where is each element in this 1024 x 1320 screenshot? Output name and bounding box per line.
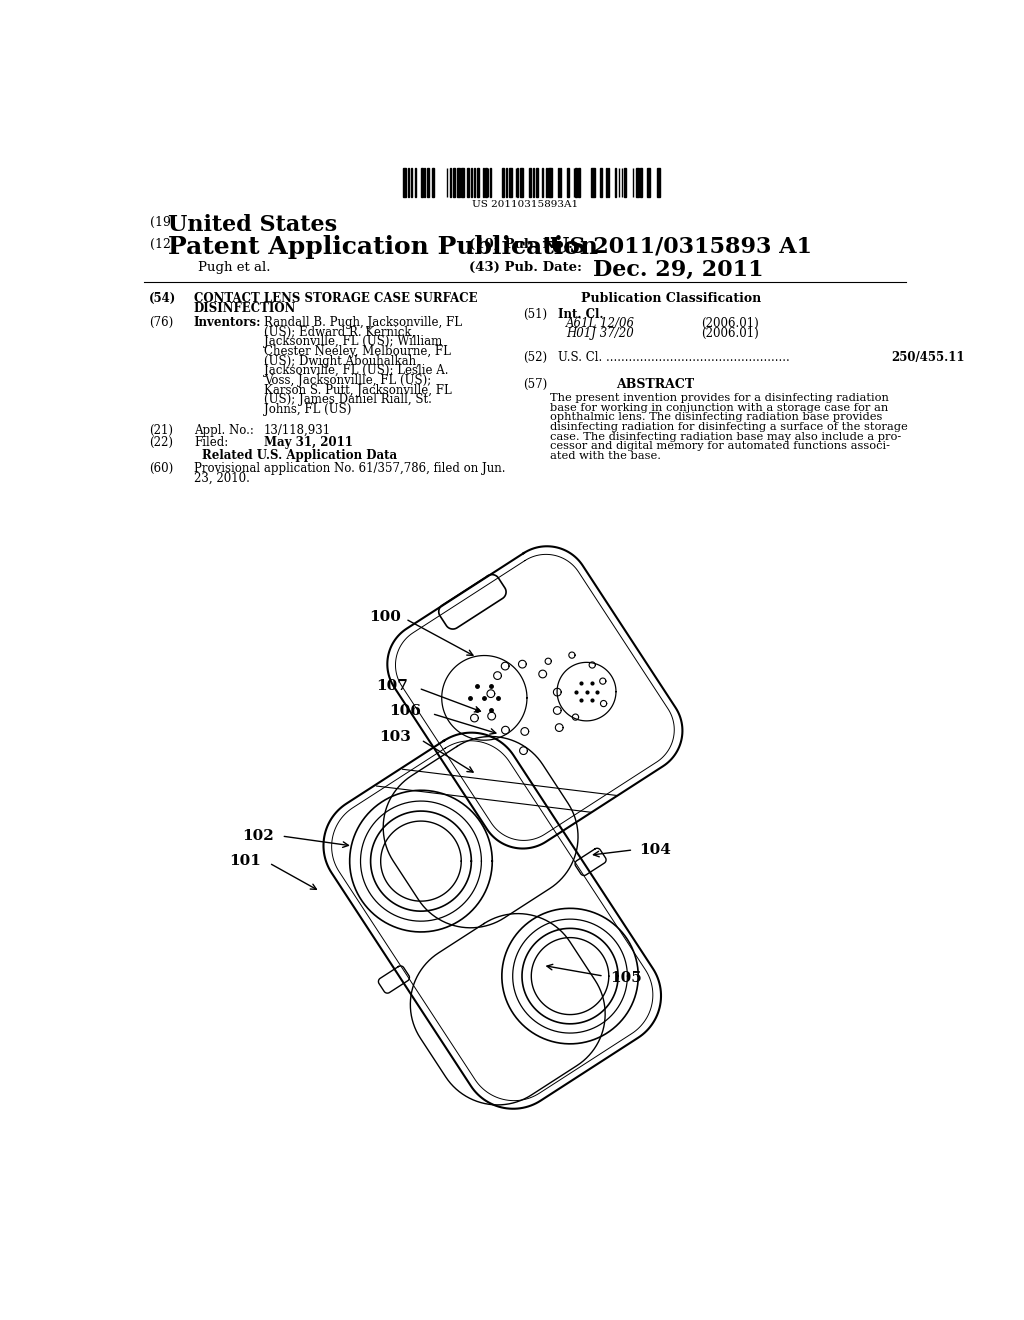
Text: 13/118,931: 13/118,931 (263, 424, 331, 437)
Text: U.S. Cl. .................................................: U.S. Cl. ...............................… (558, 351, 790, 364)
Text: ophthalmic lens. The disinfecting radiation base provides: ophthalmic lens. The disinfecting radiat… (550, 412, 883, 422)
Bar (461, 168, 464, 197)
Bar (647, 168, 649, 197)
Bar (550, 168, 552, 197)
Text: (51): (51) (523, 308, 548, 321)
Text: (60): (60) (148, 462, 173, 475)
Text: (22): (22) (148, 436, 173, 449)
Bar (489, 168, 492, 197)
Text: CONTACT LENS STORAGE CASE SURFACE: CONTACT LENS STORAGE CASE SURFACE (194, 293, 477, 305)
Bar (614, 168, 616, 197)
Text: case. The disinfecting radiation base may also include a pro-: case. The disinfecting radiation base ma… (550, 432, 901, 442)
Text: (2006.01): (2006.01) (701, 317, 759, 330)
Bar (636, 168, 639, 197)
Text: Randall B. Pugh, Jacksonville, FL: Randall B. Pugh, Jacksonville, FL (263, 317, 462, 329)
Text: 102: 102 (242, 829, 273, 843)
Bar (450, 168, 452, 197)
Bar (458, 168, 461, 197)
Bar (520, 168, 523, 197)
Text: (US); James Daniel Riall, St.: (US); James Daniel Riall, St. (263, 393, 431, 407)
Text: Publication Classification: Publication Classification (582, 293, 762, 305)
Bar (575, 168, 577, 197)
Text: 103: 103 (379, 730, 411, 744)
Text: Johns, FL (US): Johns, FL (US) (263, 403, 351, 416)
Text: (10) Pub. No.:: (10) Pub. No.: (469, 238, 573, 251)
Bar (421, 168, 423, 197)
Text: May 31, 2011: May 31, 2011 (263, 436, 352, 449)
Text: Int. Cl.: Int. Cl. (558, 308, 603, 321)
Text: base for working in conjunction with a storage case for an: base for working in conjunction with a s… (550, 403, 889, 413)
Bar (624, 168, 626, 197)
Text: (76): (76) (148, 317, 173, 329)
Text: ABSTRACT: ABSTRACT (616, 378, 694, 391)
Text: Dec. 29, 2011: Dec. 29, 2011 (593, 259, 764, 281)
Text: (43) Pub. Date:: (43) Pub. Date: (469, 261, 582, 273)
Text: Inventors:: Inventors: (194, 317, 261, 329)
Bar (640, 168, 642, 197)
Bar (411, 168, 413, 197)
Text: 250/455.11: 250/455.11 (891, 351, 965, 364)
Text: (12): (12) (150, 238, 175, 251)
Text: Karson S. Putt, Jacksonville, FL: Karson S. Putt, Jacksonville, FL (263, 384, 452, 396)
Text: Chester Neeley, Melbourne, FL: Chester Neeley, Melbourne, FL (263, 345, 451, 358)
Text: 104: 104 (640, 843, 672, 857)
Text: Jacksonville, FL (US); Leslie A.: Jacksonville, FL (US); Leslie A. (263, 364, 449, 378)
Text: 107: 107 (377, 678, 409, 693)
Text: Appl. No.:: Appl. No.: (194, 424, 254, 437)
Text: Pugh et al.: Pugh et al. (198, 261, 270, 273)
Text: Patent Application Publication: Patent Application Publication (168, 235, 598, 260)
Bar (503, 168, 504, 197)
Text: United States: United States (168, 214, 338, 236)
Text: 105: 105 (610, 972, 642, 986)
Text: (US); Edward R. Kernick,: (US); Edward R. Kernick, (263, 326, 415, 339)
Text: A61L 12/06: A61L 12/06 (566, 317, 635, 330)
Bar (509, 168, 512, 197)
Text: (2006.01): (2006.01) (701, 327, 759, 341)
Text: H01J 37/20: H01J 37/20 (566, 327, 634, 341)
Text: cessor and digital memory for automated functions associ-: cessor and digital memory for automated … (550, 441, 891, 451)
Text: (19): (19) (150, 216, 175, 230)
Bar (403, 168, 407, 197)
Bar (427, 168, 429, 197)
Bar (600, 168, 602, 197)
Text: US 2011/0315893 A1: US 2011/0315893 A1 (550, 235, 812, 257)
Text: 101: 101 (229, 854, 261, 867)
Bar (485, 168, 486, 197)
Text: Voss, Jacksonvillle, FL (US);: Voss, Jacksonvillle, FL (US); (263, 374, 431, 387)
Bar (408, 168, 410, 197)
Text: The present invention provides for a disinfecting radiation: The present invention provides for a dis… (550, 393, 889, 403)
Bar (467, 168, 469, 197)
Text: (52): (52) (523, 351, 548, 364)
Text: Related U.S. Application Data: Related U.S. Application Data (202, 449, 396, 462)
Bar (657, 168, 659, 197)
Text: (US); Dwight Abouhalkah,: (US); Dwight Abouhalkah, (263, 355, 420, 368)
Bar (536, 168, 538, 197)
Bar (567, 168, 569, 197)
Text: Jacksonville, FL (US); William: Jacksonville, FL (US); William (263, 335, 442, 348)
Text: (57): (57) (523, 378, 548, 391)
Bar (548, 168, 550, 197)
Text: (54): (54) (148, 293, 176, 305)
Text: 106: 106 (389, 705, 421, 718)
Bar (528, 168, 531, 197)
Text: Filed:: Filed: (194, 436, 228, 449)
Text: disinfecting radiation for disinfecting a surface of the storage: disinfecting radiation for disinfecting … (550, 422, 908, 432)
Text: ated with the base.: ated with the base. (550, 451, 662, 461)
Text: 100: 100 (369, 610, 400, 623)
Text: US 20110315893A1: US 20110315893A1 (472, 199, 578, 209)
Bar (579, 168, 580, 197)
Text: Provisional application No. 61/357,786, filed on Jun.: Provisional application No. 61/357,786, … (194, 462, 506, 475)
Text: 23, 2010.: 23, 2010. (194, 471, 250, 484)
Bar (592, 168, 595, 197)
Text: (21): (21) (148, 424, 173, 437)
Text: DISINFECTION: DISINFECTION (194, 302, 296, 315)
Bar (607, 168, 609, 197)
Bar (453, 168, 455, 197)
